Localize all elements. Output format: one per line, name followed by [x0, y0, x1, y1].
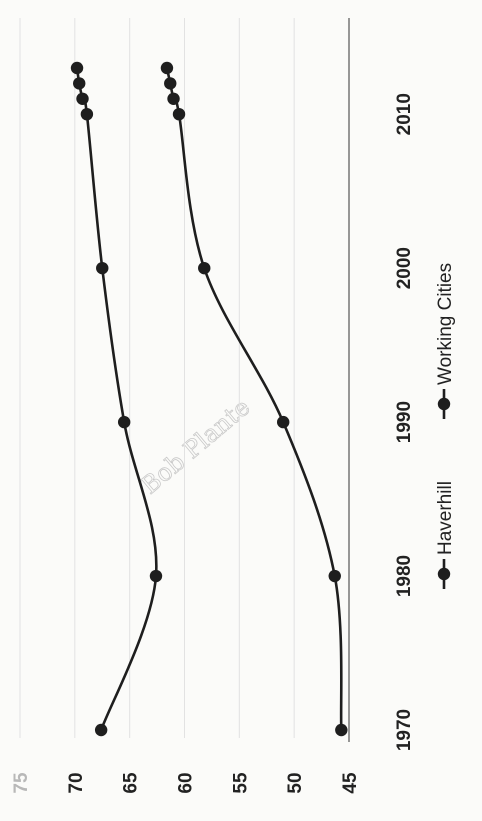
- data-point: [167, 92, 180, 105]
- data-point: [96, 261, 109, 275]
- y-tick-label: 65: [121, 772, 142, 794]
- y-tick-label: 55: [230, 772, 251, 794]
- svg-text:Bob Plante: Bob Plante: [136, 393, 256, 500]
- data-point: [73, 77, 86, 90]
- gridlines: [19, 18, 295, 738]
- x-tick-label: 1990: [394, 401, 415, 443]
- legend-marker-swatch: [437, 567, 451, 581]
- data-point: [70, 61, 84, 75]
- x-tick-label: 2010: [394, 93, 415, 135]
- data-point: [335, 723, 348, 737]
- legend-item: Haverhill: [435, 481, 456, 589]
- y-tick-label: 45: [340, 772, 361, 794]
- legend-label: Working Cities: [435, 263, 456, 385]
- x-tick-label: 1970: [394, 709, 415, 751]
- data-point: [198, 261, 211, 275]
- series-group: [70, 61, 348, 737]
- legend: Haverhill Working Cities: [435, 263, 456, 589]
- y-tick-label: 60: [176, 772, 197, 793]
- data-point: [76, 92, 89, 105]
- y-tick-labels: 45 50 55 60 65 70 75: [11, 772, 361, 794]
- y-tick-label: 75: [11, 772, 32, 794]
- data-point: [164, 77, 177, 90]
- data-point: [80, 107, 94, 121]
- legend-marker-swatch: [437, 397, 451, 411]
- x-tick-label: 1980: [394, 555, 415, 597]
- data-point: [117, 415, 131, 429]
- legend-item: Working Cities: [435, 263, 456, 419]
- series-line: [75, 67, 158, 731]
- y-tick-label: 70: [66, 772, 87, 793]
- data-point: [277, 415, 290, 429]
- data-point: [149, 569, 163, 583]
- y-tick-label: 50: [285, 772, 306, 793]
- data-point: [328, 569, 341, 583]
- x-tick-label: 2000: [394, 247, 415, 289]
- data-point: [160, 61, 174, 75]
- data-point: [172, 107, 186, 121]
- series-line: [165, 67, 343, 731]
- scribble-annotation: Bob Plante: [135, 393, 256, 500]
- legend-label: Haverhill: [435, 481, 456, 555]
- x-tick-labels: 1970 1980 1990 2000 2010: [394, 93, 415, 751]
- data-point: [94, 723, 108, 737]
